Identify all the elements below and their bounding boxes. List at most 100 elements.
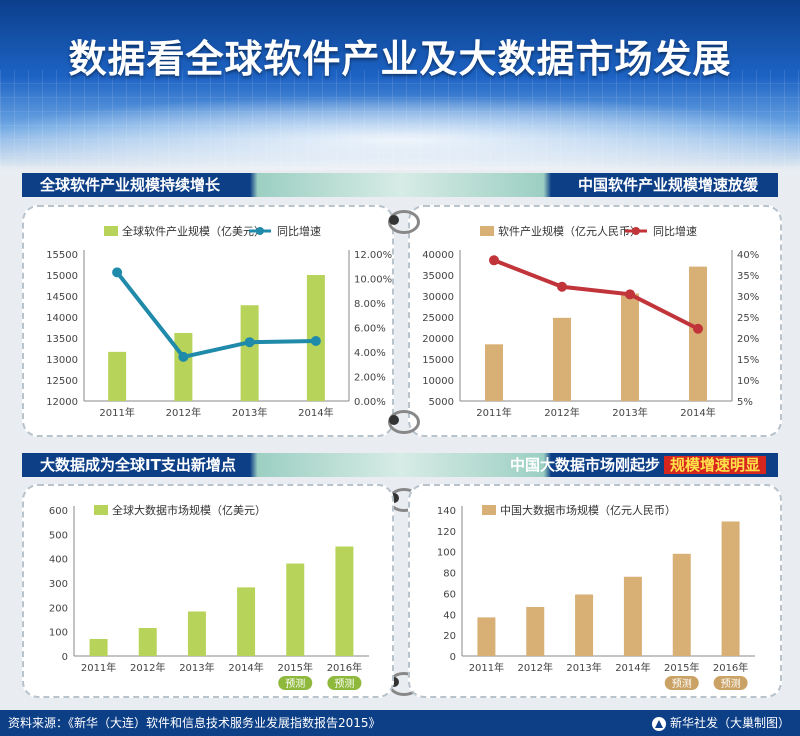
bar <box>237 587 256 656</box>
y-tick-label: 15500 <box>46 250 78 261</box>
heading-china-bigdata: 中国大数据市场刚起步 规模增速明显 <box>400 453 778 477</box>
footer: 资料来源：《新华（大连）软件和信息技术服务业发展指数报告2015》 新华社发（大… <box>0 710 800 736</box>
growth-rate-line <box>493 258 699 331</box>
growth-rate-point <box>557 281 567 292</box>
header-glow-decoration <box>0 95 800 170</box>
y-tick-label: 400 <box>49 555 68 566</box>
bar <box>575 594 594 656</box>
heading-global-bigdata: 大数据成为全球IT支出新增点 <box>22 453 402 477</box>
x-tick-label: 2015年 <box>278 661 313 674</box>
publisher-text: 新华社发（大巢制图） <box>669 716 790 730</box>
page-china-bigdata: 0 20 40 60 80 100 120 140 2011年 2012年 2013年 2014年 20… <box>408 484 782 698</box>
chart-global-software: 12000 12500 13000 13500 14000 14500 15000 15500… <box>46 224 392 419</box>
x-tick-label: 2016年 <box>713 661 748 674</box>
heading-china-bigdata-highlight: 规模增速明显 <box>663 456 766 474</box>
legend-label: 中国大数据市场规模（亿元人民币） <box>500 503 676 517</box>
forecast-badge-label: 预测 <box>285 677 305 690</box>
growth-rate-point <box>625 289 635 300</box>
binder-ring-1 <box>388 210 420 234</box>
bar <box>89 638 108 656</box>
growth-rate-point <box>112 267 123 278</box>
header-banner: 数据看全球软件产业及大数据市场发展 <box>0 0 800 170</box>
bar <box>485 344 503 401</box>
legend-swatch-point <box>632 227 640 235</box>
y-tick-label: 10000 <box>422 376 454 387</box>
legend-label: 软件产业规模（亿元人民币） <box>498 224 641 238</box>
x-tick-label: 2014年 <box>298 406 333 419</box>
growth-rate-point <box>693 323 703 334</box>
x-tick-label: 2011年 <box>81 661 116 674</box>
y2-tick-label: 15% <box>737 355 759 366</box>
page-global-software: 12000 12500 13000 13500 14000 14500 15000 15500… <box>22 205 394 437</box>
bar <box>553 317 571 401</box>
legend-label: 同比增速 <box>277 224 321 238</box>
x-tick-label: 2013年 <box>232 406 267 419</box>
y-tick-label: 80 <box>443 569 456 580</box>
x-tick-label: 2012年 <box>130 661 165 674</box>
y2-tick-label: 5% <box>737 397 753 408</box>
legend-label: 全球软件产业规模（亿美元） <box>122 224 265 238</box>
y2-tick-label: 20% <box>737 334 759 345</box>
x-tick-label: 2012年 <box>518 661 553 674</box>
legend-label: 全球大数据市场规模（亿美元） <box>112 503 266 517</box>
x-tick-label: 2014年 <box>228 661 263 674</box>
legend-swatch-bar <box>94 505 108 515</box>
x-tick-label: 2013年 <box>179 661 214 674</box>
y2-tick-label: 10% <box>737 376 759 387</box>
heading-china-bigdata-text: 中国大数据市场刚起步 <box>509 456 660 474</box>
y-tick-label: 12500 <box>46 376 78 387</box>
legend-swatch-bar <box>480 226 494 236</box>
y2-tick-label: 40% <box>737 250 759 261</box>
y2-tick-label: 8.00% <box>354 299 386 310</box>
forecast-badge-label: 预测 <box>721 677 741 690</box>
y2-tick-label: 25% <box>737 313 759 324</box>
y-tick-label: 0 <box>62 652 68 663</box>
x-tick-label: 2012年 <box>166 406 201 419</box>
x-tick-label: 2013年 <box>566 661 601 674</box>
y-tick-label: 140 <box>437 506 456 517</box>
publisher-credit: 新华社发（大巢制图） <box>651 710 790 736</box>
bar <box>240 305 259 401</box>
y-tick-label: 15000 <box>422 355 454 366</box>
y-tick-label: 500 <box>49 530 68 541</box>
bar <box>721 521 740 656</box>
source-note: 资料来源：《新华（大连）软件和信息技术服务业发展指数报告2015》 <box>8 716 381 730</box>
bar <box>138 628 157 656</box>
y-tick-label: 14000 <box>46 313 78 324</box>
y2-tick-label: 4.00% <box>354 348 386 359</box>
heading-global-bigdata-text: 大数据成为全球IT支出新增点 <box>40 456 236 474</box>
bar <box>335 546 354 656</box>
heading-global-software-text: 全球软件产业规模持续增长 <box>40 176 221 194</box>
forecast-badge-label: 预测 <box>672 677 692 690</box>
forecast-badge <box>278 676 313 690</box>
y-tick-label: 0 <box>450 652 456 663</box>
bar <box>187 611 206 656</box>
bar <box>526 606 545 656</box>
bar <box>621 293 639 401</box>
forecast-badge <box>664 676 699 690</box>
binder-hole <box>389 677 399 687</box>
bar <box>477 617 496 656</box>
binder-hole <box>389 415 399 425</box>
heading-china-software: 中国软件产业规模增速放缓 <box>400 173 778 197</box>
y-tick-label: 35000 <box>422 271 454 282</box>
chart-china-software: 5000 10000 15000 20000 25000 30000 35000 40000 5… <box>422 224 759 419</box>
y2-tick-label: 10.00% <box>354 275 392 286</box>
x-tick-label: 2013年 <box>612 406 647 419</box>
y-tick-label: 15000 <box>46 271 78 282</box>
y-tick-label: 120 <box>437 527 456 538</box>
growth-rate-point <box>178 351 189 362</box>
chart-global-bigdata: 0 100 200 300 400 500 600 2011年 2012年 2013年 2014年 2… <box>49 503 369 690</box>
y-tick-label: 40000 <box>422 250 454 261</box>
heading-china-software-text: 中国软件产业规模增速放缓 <box>577 176 758 194</box>
forecast-badge-label: 预测 <box>334 677 354 690</box>
main-title: 数据看全球软件产业及大数据市场发展 <box>68 37 732 81</box>
binder-hole <box>389 493 399 503</box>
legend-swatch-point <box>256 227 264 235</box>
growth-rate-point <box>310 335 321 346</box>
y2-tick-label: 30% <box>737 292 759 303</box>
chart-china-bigdata: 0 20 40 60 80 100 120 140 2011年 2012年 2013年 2014年 20… <box>437 503 755 690</box>
y-tick-label: 14500 <box>46 292 78 303</box>
bar <box>689 266 707 401</box>
y-tick-label: 100 <box>437 548 456 559</box>
